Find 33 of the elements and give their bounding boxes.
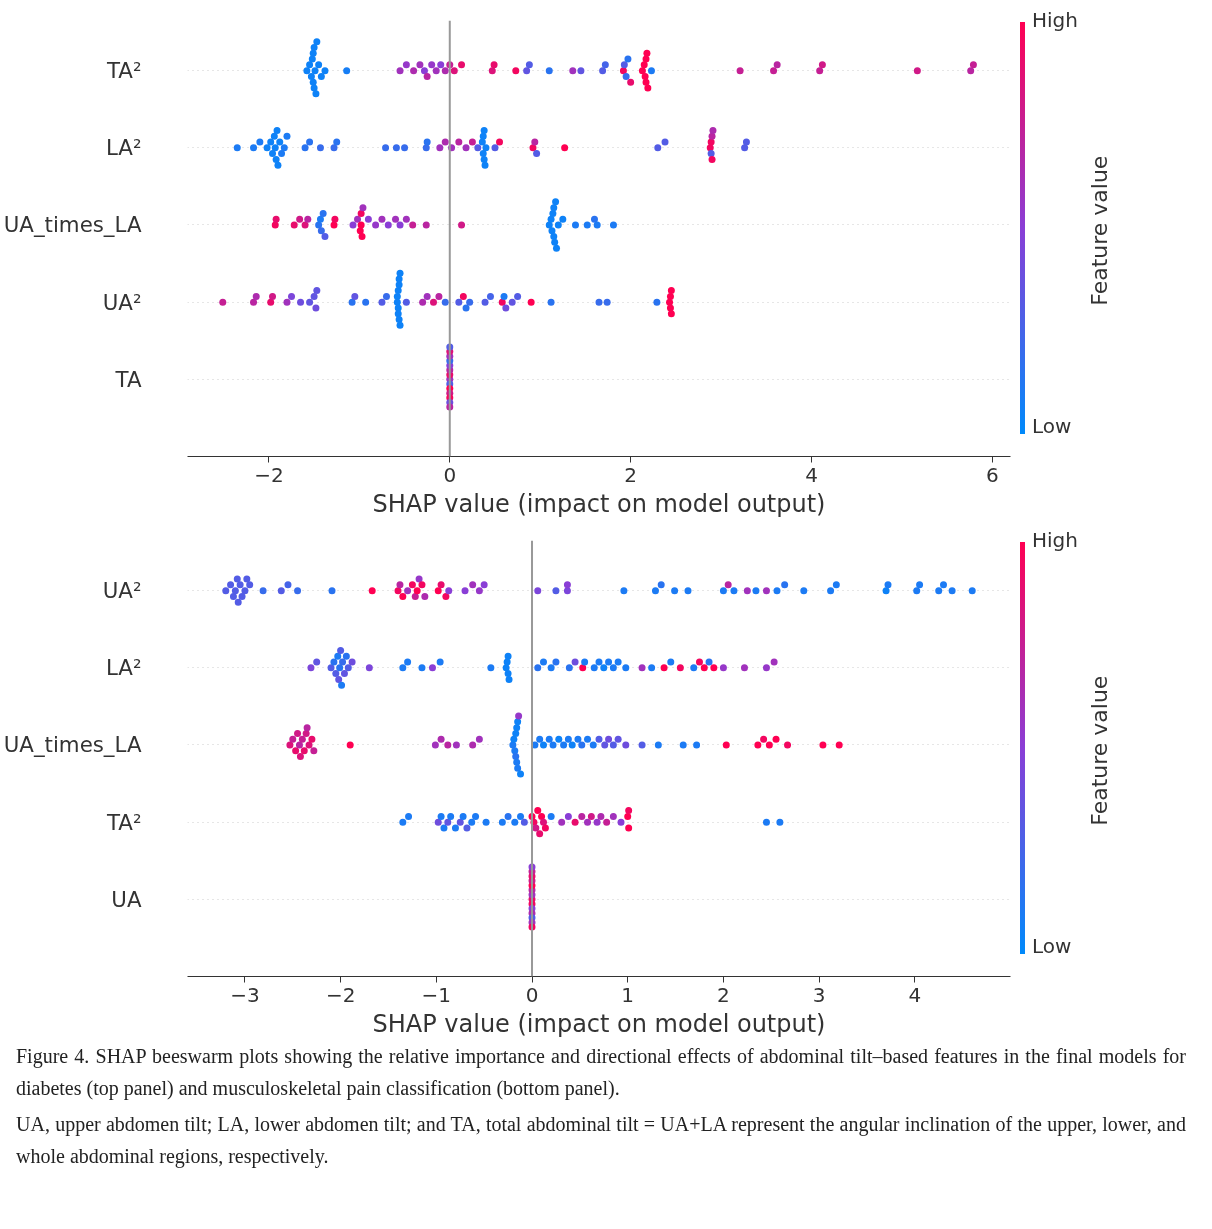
text: High: [1032, 527, 1078, 554]
x-tick-label: 0: [443, 462, 457, 487]
x-tick-label: 6: [986, 462, 999, 487]
x-tick-label: −2: [325, 982, 356, 1007]
color-bar-title: Feature value: [1086, 154, 1114, 308]
x-tick-label: 2: [624, 462, 638, 487]
y-tick-label: TA²: [105, 58, 142, 84]
y-tick-label: TA: [114, 366, 142, 392]
y-tick-label: UA²: [102, 289, 142, 315]
x-tick-label: 2: [717, 982, 730, 1007]
y-tick-label: LA²: [105, 655, 142, 681]
x-tick-label: 0: [525, 982, 539, 1007]
x-axis-title: SHAP value (impact on model output): [372, 1009, 826, 1038]
y-tick-label: UA_times_LA: [3, 212, 142, 238]
x-tick-label: 1: [621, 982, 635, 1007]
y-tick-label: TA²: [105, 809, 142, 835]
x-tick-label: 4: [908, 982, 922, 1007]
x-tick-label: 3: [812, 982, 826, 1007]
color-bar-title: Feature value: [1086, 674, 1114, 828]
x-tick-label: −3: [230, 982, 260, 1007]
y-tick-label: UA_times_LA: [3, 732, 142, 758]
y-tick-label: UA: [111, 886, 142, 912]
text: Low: [1032, 933, 1072, 960]
x-tick-label: −2: [254, 462, 284, 487]
text: UA, upper abdomen tilt; LA, lower abdomen tilt; and TA, total abdominal tilt = UA+LA represent the angular inclination of the upper, lower, and whole abdominal regions, respectively.: [16, 1112, 1186, 1170]
text: Low: [1032, 413, 1072, 440]
x-axis-title: SHAP value (impact on model output): [372, 489, 826, 518]
text: High: [1032, 7, 1078, 34]
x-tick-label: 4: [805, 462, 818, 487]
x-tick-label: −1: [421, 982, 452, 1007]
y-tick-label: LA²: [105, 135, 142, 161]
y-tick-label: UA²: [102, 578, 142, 604]
caption: Figure 4. SHAP beeswarm plots showing the relative importance and directional effects of abdominal tilt–based features in the final models for diabetes (top panel) and musculoskeletal pain classification (bottom panel).: [16, 1044, 1186, 1102]
